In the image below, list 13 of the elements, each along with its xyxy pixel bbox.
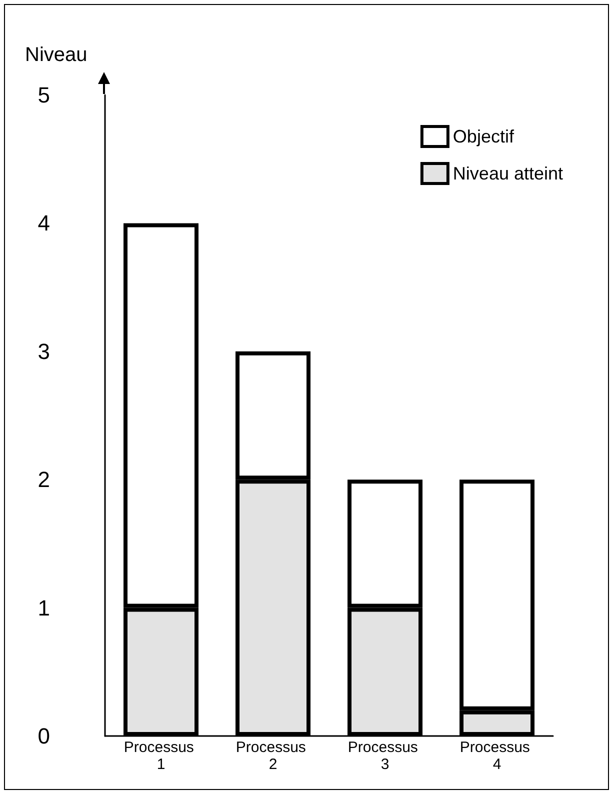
y-axis-title: Niveau xyxy=(25,44,88,66)
y-tick-label: 1 xyxy=(38,595,50,620)
legend-label: Niveau atteint xyxy=(452,164,564,184)
y-tick-label: 5 xyxy=(38,82,50,108)
x-tick-label: Processus 2 xyxy=(236,739,310,773)
x-tick-label: Processus 4 xyxy=(460,739,534,773)
y-tick-label: 4 xyxy=(38,210,50,236)
x-tick-label: Processus 1 xyxy=(124,739,198,773)
legend-label: Objectif xyxy=(452,126,515,146)
x-tick-label: Processus 3 xyxy=(348,739,422,773)
y-tick-label: 3 xyxy=(38,338,50,364)
y-tick-label: 2 xyxy=(38,467,50,492)
y-tick-label: 0 xyxy=(38,724,50,748)
